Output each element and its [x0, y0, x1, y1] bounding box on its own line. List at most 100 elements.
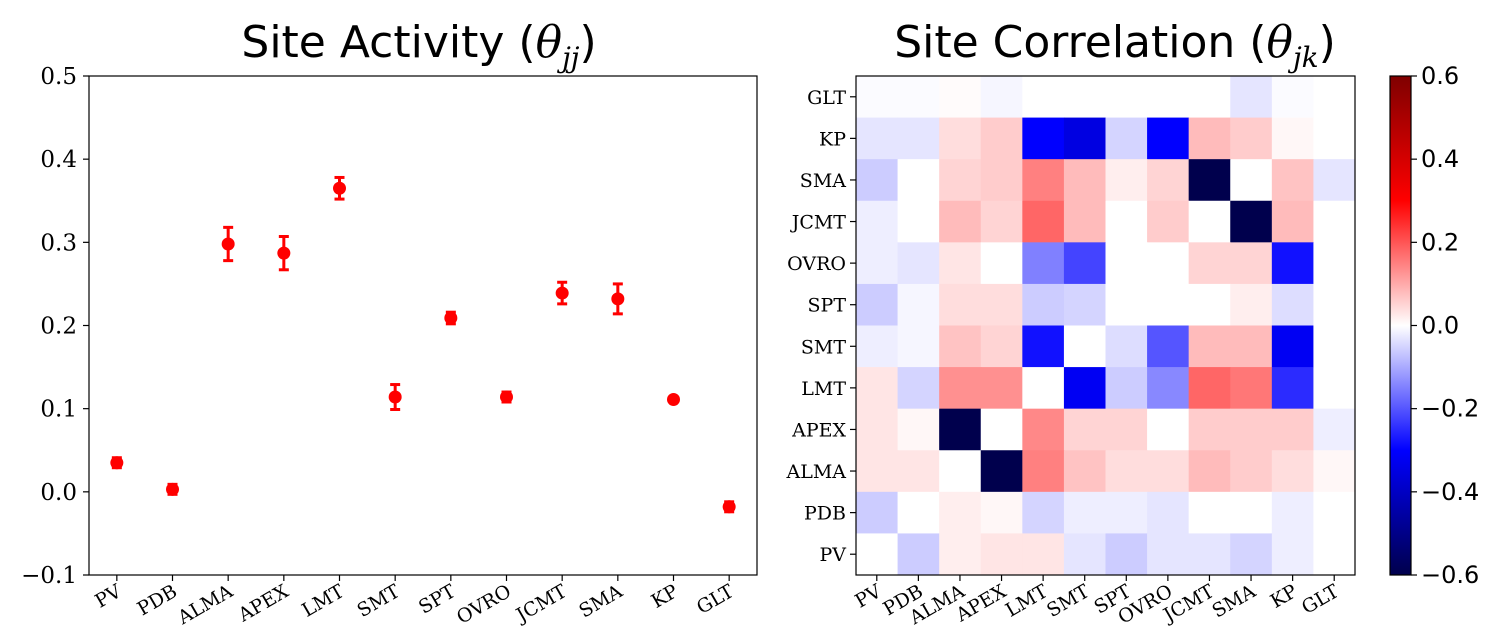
heatmap-cells	[856, 76, 1356, 576]
heatmap-cell	[1022, 533, 1065, 576]
heatmap-cell	[1188, 367, 1231, 410]
site-correlation-heatmap: Site Correlation (θjk) GLTKPSMAJCMTOVROS…	[785, 17, 1356, 630]
heatmap-cell	[939, 242, 982, 285]
heatmap-cell	[939, 76, 982, 119]
heatmap-cell	[856, 117, 899, 160]
heatmap-cell	[856, 325, 899, 368]
y-tick-label: 0.1	[40, 397, 77, 423]
heatmap-cell	[1313, 408, 1356, 451]
heatmap-x-tick-label: KP	[1267, 580, 1302, 613]
heatmap-cell	[1230, 491, 1273, 534]
heatmap-cell	[1313, 325, 1356, 368]
heatmap-cell	[1063, 159, 1106, 202]
heatmap-cell	[980, 367, 1023, 410]
x-tick-label: JCMT	[511, 580, 571, 627]
colorbar-ticks: 0.6 0.4 0.2 0.0 −0.2 −0.4 −0.6	[1411, 62, 1479, 589]
heatmap-cell	[1230, 117, 1273, 160]
heatmap-cell	[1063, 450, 1106, 493]
heatmap-cell	[897, 325, 940, 368]
heatmap-cell	[1022, 283, 1065, 326]
left-y-axis: −0.1 0.0 0.1 0.2 0.3 0.4 0.5	[21, 64, 89, 589]
heatmap-cell	[1105, 242, 1148, 285]
heatmap-cell	[1188, 450, 1231, 493]
x-tick-label: SPT	[415, 580, 460, 618]
heatmap-cell	[980, 76, 1023, 119]
heatmap-cell	[897, 491, 940, 534]
heatmap-cell	[980, 325, 1023, 368]
colorbar-tick-label: 0.0	[1421, 312, 1459, 340]
heatmap-y-tick-label: SPT	[808, 295, 847, 317]
heatmap-cell	[939, 408, 982, 451]
heatmap-cell	[1313, 117, 1356, 160]
data-point	[166, 482, 179, 496]
heatmap-cell	[1022, 491, 1065, 534]
heatmap-cell	[856, 408, 899, 451]
data-point	[110, 456, 124, 470]
heatmap-y-tick-label: APEX	[791, 419, 846, 441]
x-tick-label: LMT	[298, 580, 348, 622]
x-tick-label: KP	[648, 580, 683, 613]
heatmap-cell	[1271, 242, 1314, 285]
heatmap-cell	[1063, 242, 1106, 285]
heatmap-cell	[939, 533, 982, 576]
y-tick-label: 0.4	[40, 147, 77, 173]
heatmap-cell	[856, 367, 899, 410]
heatmap-cell	[1230, 450, 1273, 493]
colorbar-tick-label: 0.2	[1421, 228, 1459, 256]
heatmap-cell	[1022, 408, 1065, 451]
site-activity-title: Site Activity (θjj)	[241, 17, 596, 74]
heatmap-cell	[1147, 159, 1190, 202]
heatmap-cell	[1105, 325, 1148, 368]
heatmap-cell	[1230, 325, 1273, 368]
heatmap-cell	[1271, 159, 1314, 202]
heatmap-cell	[1063, 533, 1106, 576]
heatmap-cell	[856, 76, 899, 119]
colorbar-tick-label: 0.4	[1421, 145, 1459, 173]
heatmap-cell	[1147, 408, 1190, 451]
colorbar: 0.6 0.4 0.2 0.0 −0.2 −0.4 −0.6	[1389, 62, 1479, 589]
heatmap-cell	[939, 325, 982, 368]
data-point	[333, 181, 346, 195]
y-tick-label: 0.3	[40, 230, 77, 256]
heatmap-cell	[1147, 117, 1190, 160]
heatmap-cell	[1271, 533, 1314, 576]
heatmap-cell	[939, 117, 982, 160]
heatmap-cell	[1313, 242, 1356, 285]
heatmap-x-tick-label: PV	[851, 580, 885, 612]
heatmap-y-axis: GLT KP SMA JCMT OVRO SPT SMT LMT APEX ALMA PDB PV	[785, 87, 856, 566]
heatmap-cell	[1271, 117, 1314, 160]
heatmap-cell	[856, 283, 899, 326]
heatmap-y-tick-label: JCMT	[790, 212, 847, 234]
heatmap-cell	[856, 491, 899, 534]
heatmap-cell	[939, 200, 982, 243]
heatmap-cell	[1105, 283, 1148, 326]
heatmap-cell	[1147, 367, 1190, 410]
colorbar-tick-label: −0.2	[1421, 395, 1479, 423]
heatmap-cell	[856, 533, 899, 576]
heatmap-cell	[1271, 367, 1314, 410]
heatmap-cell	[897, 450, 940, 493]
heatmap-cell	[897, 408, 940, 451]
heatmap-cell	[1271, 76, 1314, 119]
heatmap-cell	[897, 242, 940, 285]
heatmap-cell	[1063, 283, 1106, 326]
heatmap-cell	[1230, 200, 1273, 243]
heatmap-cell	[939, 159, 982, 202]
heatmap-cell	[1105, 533, 1148, 576]
heatmap-cell	[1063, 367, 1106, 410]
heatmap-cell	[939, 491, 982, 534]
site-activity-chart: Site Activity (θjj) −0.1 0.0 0.1 0.2 0.3 0.4 0…	[21, 17, 758, 630]
heatmap-cell	[980, 159, 1023, 202]
heatmap-cell	[897, 367, 940, 410]
x-tick-label: OVRO	[453, 580, 515, 628]
data-point	[277, 246, 291, 260]
heatmap-cell	[856, 200, 899, 243]
heatmap-cell	[1188, 491, 1231, 534]
heatmap-cell	[1147, 325, 1190, 368]
heatmap-cell	[939, 283, 982, 326]
heatmap-cell	[1063, 408, 1106, 451]
heatmap-cell	[1105, 76, 1148, 119]
heatmap-y-tick-label: PDB	[804, 503, 846, 525]
